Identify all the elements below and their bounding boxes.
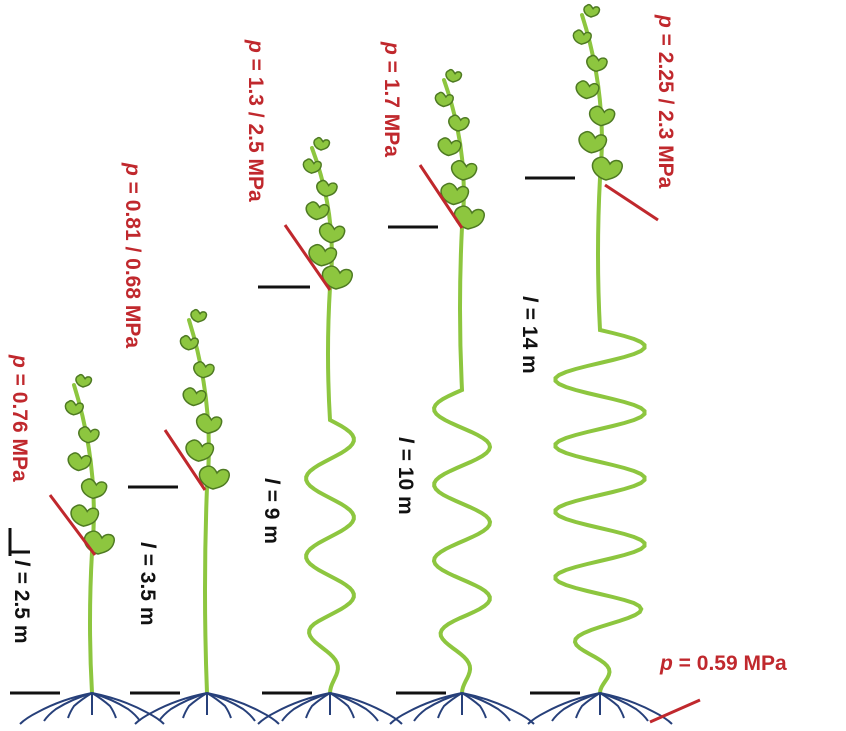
pressure-label: p = 1.3 / 2.5 MPa [244,39,267,202]
leaf [449,115,469,131]
length-symbol: l [394,437,417,444]
leaf [199,466,229,489]
leaf [65,401,83,415]
leaf [435,92,453,106]
plants-art [10,5,672,724]
leaf [452,161,477,180]
length-text: = 14 m [518,308,541,374]
length-text: = 3.5 m [136,554,159,626]
pressure-symbol: p [654,14,677,28]
length-symbol: l [10,560,33,567]
leaf [587,55,607,71]
pressure-label: p = 1.7 MPa [380,41,403,157]
leaf [576,81,599,99]
pressure-text: = 1.3 / 2.5 MPa [244,59,267,202]
pressure-label: p = 2.25 / 2.3 MPa [654,14,677,189]
root-pressure-label: p = 0.59 MPa [659,652,787,675]
length-symbol: l [260,478,283,485]
labels: p = 0.59 MPa p = 0.76 MPa l = 2.5 m p = 0.… [8,14,787,675]
leaf [194,362,214,378]
leaf [191,310,207,322]
leaf [590,106,615,125]
leaf [320,223,345,242]
length-symbol: l [518,296,541,303]
length-symbol: l [136,542,159,549]
pressure-symbol: p [8,354,31,368]
leaf [573,30,591,44]
pressure-text: = 2.25 / 2.3 MPa [654,34,677,189]
leaf [317,180,337,196]
pressure-symbol: p [380,41,403,55]
pressure-text: = 0.81 / 0.68 MPa [121,182,144,349]
leaf [76,375,92,387]
leaf [183,388,206,406]
root-pointer [650,700,700,722]
length-label: l = 14 m [518,296,541,374]
leaf [314,138,330,150]
leaf [180,336,198,350]
pressure-label: p = 0.76 MPa [8,354,31,482]
pressure-label: p = 0.81 / 0.68 MPa [121,162,144,348]
pressure-text: = 0.76 MPa [8,374,31,482]
leaf [306,202,329,220]
pressure-symbol: p [244,39,267,53]
pressure-symbol: p [121,162,144,176]
leaf [592,157,622,180]
length-label: l = 2.5 m [10,560,33,644]
length-label: l = 10 m [394,437,417,515]
pressure-pointer [605,185,658,220]
leaf [197,414,222,433]
leaf [84,531,114,554]
leaf [79,427,99,443]
length-text: = 2.5 m [10,572,33,644]
leaf [438,138,461,156]
leaf [68,453,91,471]
length-label: l = 9 m [260,478,283,544]
diagram: p = 0.59 MPa p = 0.76 MPa l = 2.5 m p = 0.… [0,0,846,731]
leaf [82,479,107,498]
length-text: = 9 m [260,490,283,544]
length-text: = 10 m [394,449,417,515]
leaf [584,5,600,17]
length-label: l = 3.5 m [136,542,159,626]
leaf [303,159,321,173]
leaf [446,70,462,82]
pressure-text: = 1.7 MPa [380,61,403,158]
